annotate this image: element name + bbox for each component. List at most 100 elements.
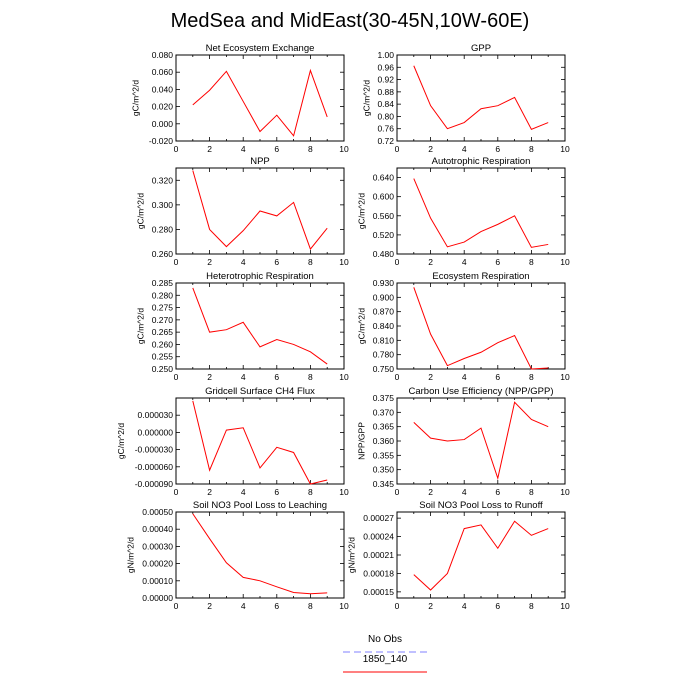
y-tick-label: -0.020 bbox=[149, 136, 173, 146]
x-tick-label: 0 bbox=[174, 601, 179, 611]
x-tick-label: 10 bbox=[560, 257, 570, 267]
chart-panel: Soil NO3 Pool Loss to Runoff 0 2 4 6 8 10 0.000… bbox=[347, 500, 570, 611]
y-axis-label: gC/m^2/d bbox=[361, 80, 371, 116]
series-line bbox=[413, 520, 549, 591]
y-tick-label: 0.285 bbox=[152, 278, 174, 288]
y-tick-label: 0.900 bbox=[373, 292, 395, 302]
panel-title: Gridcell Surface CH4 Flux bbox=[205, 386, 315, 397]
x-tick-label: 10 bbox=[560, 372, 570, 382]
y-tick-label: 0.76 bbox=[377, 124, 394, 134]
y-tick-label: 0.480 bbox=[373, 249, 395, 259]
x-tick-label: 2 bbox=[428, 372, 433, 382]
y-tick-label: 0.88 bbox=[377, 87, 394, 97]
x-tick-label: 0 bbox=[395, 601, 400, 611]
x-tick-label: 4 bbox=[462, 487, 467, 497]
x-tick-label: 6 bbox=[274, 601, 279, 611]
legend-label: 1850_140 bbox=[363, 654, 408, 665]
x-tick-label: 2 bbox=[428, 144, 433, 154]
series-line bbox=[413, 287, 549, 370]
y-tick-label: 0.300 bbox=[152, 200, 174, 210]
panel-title: Net Ecosystem Exchange bbox=[206, 43, 315, 54]
y-tick-label: 0.870 bbox=[373, 307, 395, 317]
x-tick-label: 10 bbox=[339, 257, 349, 267]
y-tick-label: 0.040 bbox=[152, 84, 174, 94]
y-tick-label: 0.00027 bbox=[363, 513, 394, 523]
plot-frame bbox=[396, 282, 566, 370]
x-tick-label: 2 bbox=[207, 601, 212, 611]
x-tick-label: 6 bbox=[495, 372, 500, 382]
x-tick-label: 6 bbox=[274, 144, 279, 154]
x-tick-label: 8 bbox=[529, 144, 534, 154]
y-axis-label: gC/m^2/d bbox=[357, 193, 367, 229]
y-tick-label: 0.780 bbox=[373, 350, 395, 360]
series-line bbox=[192, 287, 328, 365]
y-tick-label: 0.260 bbox=[152, 339, 174, 349]
y-tick-label: 0.520 bbox=[373, 230, 395, 240]
y-tick-label: 0.260 bbox=[152, 249, 174, 259]
y-tick-label: 0.000000 bbox=[138, 427, 174, 437]
chart-panel: Gridcell Surface CH4 Flux 0 2 4 6 8 10 -0.00009… bbox=[116, 386, 349, 497]
y-axis-label: gC/m^2/d bbox=[136, 308, 146, 344]
x-tick-label: 8 bbox=[308, 257, 313, 267]
x-tick-label: 0 bbox=[174, 257, 179, 267]
y-tick-label: 0.600 bbox=[373, 192, 395, 202]
x-tick-label: 10 bbox=[560, 144, 570, 154]
x-tick-label: 6 bbox=[274, 257, 279, 267]
x-tick-label: 8 bbox=[529, 601, 534, 611]
y-tick-label: 0.345 bbox=[373, 479, 395, 489]
x-tick-label: 4 bbox=[462, 144, 467, 154]
y-tick-label: 0.810 bbox=[373, 335, 395, 345]
series-line bbox=[192, 68, 328, 137]
plot-frame bbox=[175, 511, 345, 599]
y-tick-label: 0.370 bbox=[373, 407, 395, 417]
x-tick-label: 10 bbox=[560, 487, 570, 497]
y-axis-label: NPP/GPP bbox=[357, 422, 367, 460]
y-axis-label: gC/m^2/d bbox=[116, 423, 126, 459]
x-tick-label: 2 bbox=[428, 257, 433, 267]
y-tick-label: 1.00 bbox=[377, 50, 394, 60]
x-tick-label: 10 bbox=[560, 601, 570, 611]
x-tick-label: 0 bbox=[395, 487, 400, 497]
y-tick-label: -0.000060 bbox=[135, 462, 174, 472]
y-tick-label: 0.640 bbox=[373, 173, 395, 183]
series-line bbox=[192, 400, 328, 485]
series-line bbox=[413, 178, 549, 248]
x-tick-label: 8 bbox=[308, 144, 313, 154]
panel-title: Carbon Use Efficiency (NPP/GPP) bbox=[408, 386, 553, 397]
x-tick-label: 0 bbox=[174, 487, 179, 497]
plot-frame bbox=[175, 397, 345, 485]
x-tick-label: 6 bbox=[495, 601, 500, 611]
y-tick-label: 0.000030 bbox=[138, 410, 174, 420]
panel-title: NPP bbox=[250, 156, 270, 167]
x-tick-label: 2 bbox=[428, 601, 433, 611]
x-tick-label: 2 bbox=[207, 257, 212, 267]
y-axis-label: gC/m^2/d bbox=[136, 193, 146, 229]
x-tick-label: 2 bbox=[207, 144, 212, 154]
x-tick-label: 8 bbox=[529, 372, 534, 382]
x-tick-label: 8 bbox=[308, 601, 313, 611]
y-tick-label: 0.930 bbox=[373, 278, 395, 288]
series-line bbox=[413, 401, 549, 481]
x-tick-label: 6 bbox=[495, 257, 500, 267]
chart-panel: Autotrophic Respiration 0 2 4 6 8 10 0.480 0.520… bbox=[357, 156, 570, 267]
x-tick-label: 0 bbox=[395, 144, 400, 154]
x-tick-label: 8 bbox=[308, 372, 313, 382]
chart-panel: Heterotrophic Respiration 0 2 4 6 8 10 0.250 0.2… bbox=[136, 271, 349, 382]
x-tick-label: 6 bbox=[495, 144, 500, 154]
x-tick-label: 6 bbox=[495, 487, 500, 497]
y-tick-label: 0.255 bbox=[152, 352, 174, 362]
panel-title: Soil NO3 Pool Loss to Runoff bbox=[419, 500, 543, 511]
panel-title: Soil NO3 Pool Loss to Leaching bbox=[193, 500, 327, 511]
y-tick-label: 0.00050 bbox=[142, 507, 173, 517]
x-tick-label: 8 bbox=[308, 487, 313, 497]
series-line bbox=[192, 170, 328, 251]
x-tick-label: 2 bbox=[428, 487, 433, 497]
y-tick-label: 0.00020 bbox=[142, 559, 173, 569]
y-tick-label: 0.92 bbox=[377, 75, 394, 85]
x-tick-label: 4 bbox=[462, 372, 467, 382]
y-tick-label: 0.280 bbox=[152, 290, 174, 300]
y-tick-label: -0.000030 bbox=[135, 445, 174, 455]
page-title: MedSea and MidEast(30-45N,10W-60E) bbox=[171, 10, 530, 32]
x-tick-label: 4 bbox=[241, 601, 246, 611]
